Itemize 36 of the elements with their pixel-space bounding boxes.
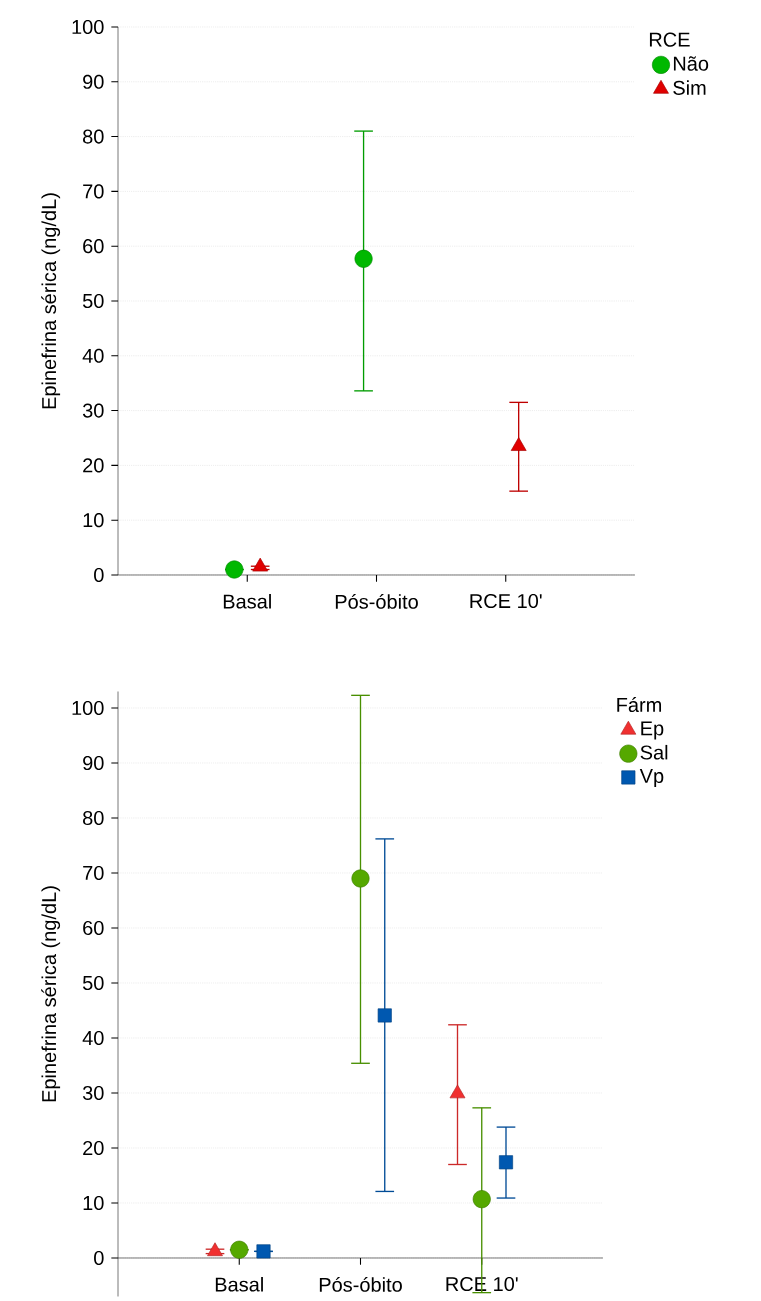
- y-tick-label: 50: [82, 975, 104, 991]
- x-tick-label: Pós-óbito: [319, 1276, 402, 1292]
- y-tick-label: 10: [83, 513, 104, 528]
- x-tick-label: Basal: [223, 593, 271, 609]
- y-tick-label: 20: [83, 1140, 104, 1156]
- y-tick-label: 50: [82, 293, 104, 309]
- y-tick-label: 0: [94, 567, 104, 583]
- y-tick-label: 100: [72, 19, 104, 35]
- y-tick-label: 0: [94, 1250, 104, 1266]
- y-tick-label: 30: [82, 1085, 104, 1101]
- y-tick-label: 60: [83, 239, 104, 254]
- legend-title: Fárm: [617, 697, 662, 713]
- legend-label: Sal: [640, 744, 668, 760]
- y-tick-label: 100: [72, 700, 104, 716]
- legend-label: Sim: [673, 80, 706, 95]
- x-tick-label: Basal: [215, 1276, 263, 1292]
- y-tick-label: 60: [83, 920, 104, 936]
- y-tick-label: 10: [83, 1195, 104, 1211]
- legend-title: RCE: [649, 32, 690, 47]
- y-tick-label: 40: [82, 1030, 104, 1046]
- y-tick-label: 70: [83, 865, 104, 881]
- y-tick-label: 90: [83, 755, 104, 771]
- legend-label: Não: [673, 56, 709, 71]
- y-tick-label: 20: [83, 458, 104, 473]
- y-tick-label: 80: [83, 810, 104, 826]
- x-tick-label: RCE 10': [470, 593, 542, 609]
- y-tick-label: 70: [83, 184, 104, 199]
- y-tick-label: 90: [83, 74, 104, 89]
- y-tick-label: 40: [82, 348, 104, 363]
- legend-label: Vp: [639, 769, 664, 787]
- legend-label: Ep: [641, 721, 664, 740]
- x-tick-label: Pós-óbito: [335, 593, 418, 609]
- y-tick-label: 30: [82, 403, 104, 418]
- y-tick-label: 80: [83, 129, 104, 144]
- y-axis-title: Epinefrina sérica (ng/dL): [41, 886, 61, 1102]
- y-axis-title: Epinefrina sérica (ng/dL): [41, 193, 61, 409]
